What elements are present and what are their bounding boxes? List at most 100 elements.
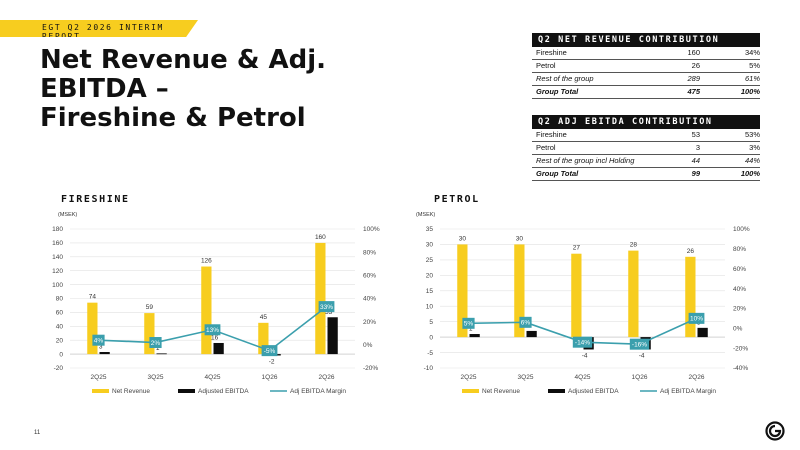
row-name: Fireshine	[536, 48, 567, 57]
page-title: Net Revenue & Adj. EBITDA – Fireshine & …	[40, 46, 420, 133]
row-value: 53	[691, 130, 700, 139]
page-number: 11	[34, 430, 41, 436]
y-tick-label: 0	[59, 351, 63, 358]
net-revenue-label: 27	[573, 245, 581, 252]
x-tick-label: 3Q25	[518, 374, 534, 381]
row-value: 99	[691, 169, 700, 178]
legend-swatch-net-revenue	[462, 389, 479, 393]
y2-tick-label: 80%	[363, 249, 376, 256]
row-value: 160	[687, 48, 700, 57]
legend-swatch-adjusted-ebitda	[548, 389, 565, 393]
legend-label-net-revenue: Net Revenue	[112, 388, 150, 395]
y2-tick-label: 40%	[733, 286, 746, 293]
legend-label-net-revenue: Net Revenue	[482, 388, 520, 395]
adjusted-ebitda-label: 16	[211, 334, 219, 341]
adjusted-ebitda-label: 1	[156, 345, 160, 352]
row-pct: 5%	[749, 61, 760, 70]
row-name: Petrol	[536, 61, 556, 70]
net-revenue-bar	[144, 313, 155, 355]
legend-label-margin: Adj EBITDA Margin	[290, 388, 346, 395]
y-tick-label: 25	[426, 257, 434, 264]
margin-label: 5%	[464, 321, 474, 328]
page-title-line1: Net Revenue & Adj. EBITDA –	[40, 45, 327, 104]
y2-tick-label: 0%	[363, 342, 373, 349]
row-name: Petrol	[536, 143, 556, 152]
y2-tick-label: 40%	[363, 296, 376, 303]
net-revenue-bar	[685, 256, 696, 338]
x-tick-label: 1Q26	[632, 374, 648, 381]
net-revenue-label: 45	[260, 314, 268, 321]
margin-label-box	[261, 345, 278, 357]
y-tick-label: 0	[429, 334, 433, 341]
company-logo-icon	[765, 421, 785, 441]
y-tick-label: 30	[426, 242, 434, 249]
legend-label-margin: Adj EBITDA Margin	[660, 388, 716, 395]
adjusted-ebitda-bar	[327, 317, 338, 355]
x-tick-label: 4Q25	[575, 374, 591, 381]
margin-label-box	[688, 312, 705, 324]
margin-label-box	[149, 337, 162, 349]
y-tick-label: 20	[56, 337, 64, 344]
row-pct: 61%	[744, 74, 760, 83]
row-value: 44	[691, 156, 700, 165]
y2-tick-label: 100%	[733, 226, 750, 233]
y-tick-label: 15	[426, 288, 434, 295]
net-revenue-bar	[457, 244, 468, 338]
table-row: Fireshine 160 34%	[532, 47, 760, 60]
net-revenue-label: 26	[687, 248, 695, 255]
y2-tick-label: 80%	[733, 246, 746, 253]
table-row: Rest of the group incl Holding 44 44%	[532, 155, 760, 168]
legend-label-adjusted-ebitda: Adjusted EBITDA	[198, 388, 249, 395]
legend-swatch-adjusted-ebitda	[178, 389, 195, 393]
y-tick-label: 20	[426, 273, 434, 280]
table-row: Petrol 26 5%	[532, 60, 760, 73]
adjusted-ebitda-label: 1	[469, 326, 473, 333]
y2-tick-label: 20%	[363, 319, 376, 326]
row-pct: 3%	[749, 143, 760, 152]
petrol-chart: -10 -5 0 5 10 15 20 25 30 35 -40% -20% 0% 20% 40% 60% 80…	[424, 226, 750, 395]
adjusted-ebitda-label: 3	[99, 344, 103, 351]
y-tick-label: -10	[424, 365, 434, 372]
y-tick-label: 35	[426, 226, 434, 233]
row-name: Rest of the group	[536, 74, 594, 83]
net-revenue-label: 28	[630, 242, 638, 249]
net-revenue-label: 74	[89, 294, 97, 301]
net-revenue-bar	[514, 244, 525, 338]
margin-label-box	[318, 301, 335, 313]
y2-tick-label: -20%	[733, 345, 748, 352]
adj-ebitda-table-title: Q2 ADJ EBITDA CONTRIBUTION	[532, 115, 760, 129]
net-revenue-bar	[201, 266, 212, 355]
margin-label: 33%	[320, 304, 333, 311]
adjusted-ebitda-bar	[99, 352, 110, 355]
row-pct: 34%	[744, 48, 760, 57]
x-tick-label: 2Q25	[461, 374, 477, 381]
y2-tick-label: -40%	[733, 365, 748, 372]
table-row-total: Group Total 475 100%	[532, 86, 760, 99]
y-tick-label: 40	[56, 324, 64, 331]
margin-label: 2%	[151, 340, 161, 347]
margin-label: -14%	[575, 339, 590, 346]
adjusted-ebitda-bar	[156, 353, 167, 355]
margin-label: -5%	[264, 348, 276, 355]
fireshine-chart: -20 0 20 40 60 80 100 120 140 160 180 -20% 0% 20% 40% 6…	[52, 226, 380, 395]
y-tick-label: 10	[426, 303, 434, 310]
net-revenue-label: 30	[459, 235, 467, 242]
y-tick-label: 180	[52, 226, 63, 233]
margin-label: 6%	[521, 320, 531, 327]
adjusted-ebitda-bar	[213, 342, 224, 355]
adj-ebitda-contribution-table: Q2 ADJ EBITDA CONTRIBUTION Fireshine 53 …	[532, 115, 760, 181]
row-value: 26	[691, 61, 700, 70]
y2-tick-label: 60%	[733, 266, 746, 273]
y-tick-label: 120	[52, 268, 63, 275]
y-tick-label: 100	[52, 282, 63, 289]
adjusted-ebitda-label: -4	[639, 352, 645, 359]
table-row: Petrol 3 3%	[532, 142, 760, 155]
fireshine-chart-title: FIRESHINE	[61, 194, 130, 205]
report-banner-label: EGT Q2 2026 INTERIM REPORT	[42, 23, 164, 41]
x-tick-label: 2Q25	[91, 374, 107, 381]
net-revenue-bar	[87, 302, 98, 355]
margin-label: -16%	[632, 341, 647, 348]
margin-label: 13%	[206, 327, 219, 334]
net-revenue-label: 59	[146, 304, 154, 311]
margin-label: 10%	[690, 316, 703, 323]
